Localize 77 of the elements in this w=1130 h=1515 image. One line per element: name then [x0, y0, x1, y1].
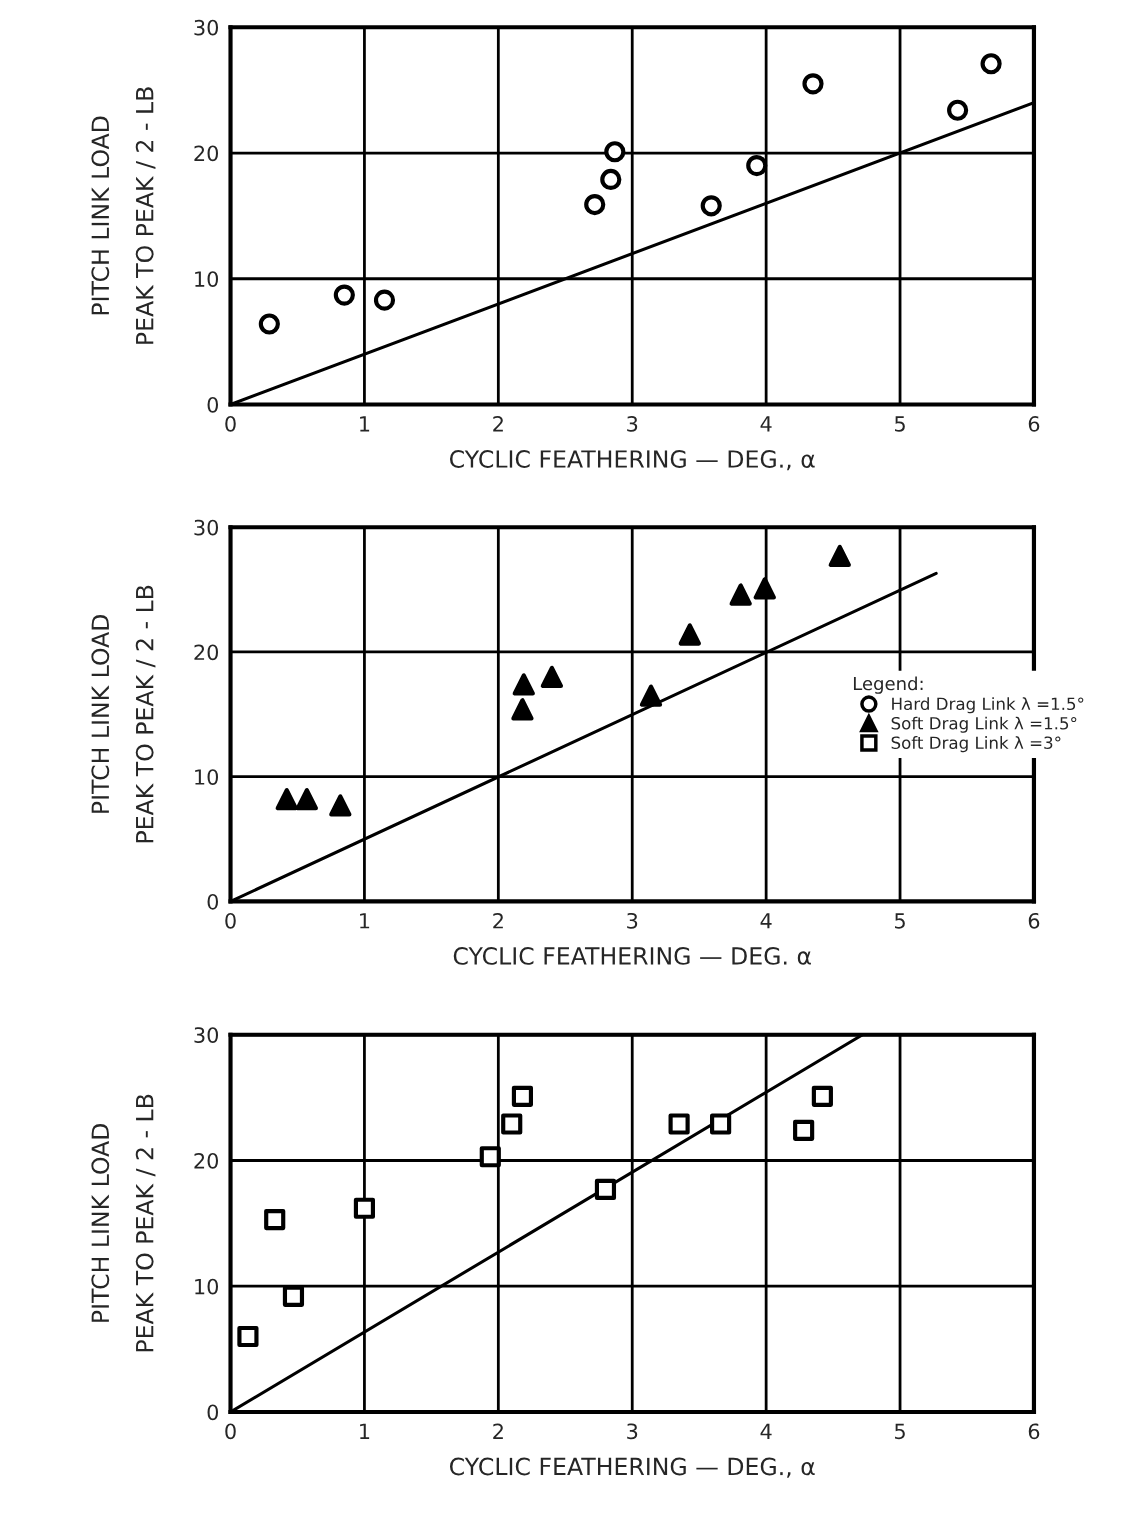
- point: [237, 1325, 259, 1348]
- y-axis-title: PITCH LINK LOAD PEAK TO PEAK / 2 - LB: [91, 87, 156, 344]
- point: [947, 99, 969, 121]
- y-tick-label: 0: [207, 1404, 219, 1421]
- text: Soft Drag Link λ =1.5°: [891, 716, 1077, 733]
- x-tick-label: 4: [760, 416, 772, 432]
- y-tick-label: 30: [194, 519, 219, 536]
- x-tick-label: 6: [1028, 1423, 1040, 1440]
- x-tick-label: 0: [225, 1423, 236, 1440]
- point: [600, 168, 622, 191]
- legend-label: Hard Drag Link λ =1.5°: [892, 697, 1084, 714]
- point: [264, 1209, 286, 1231]
- x-tick-label: 5: [895, 913, 905, 929]
- y-tick-label: 10: [195, 769, 219, 785]
- x-tick-label: 3: [627, 912, 638, 929]
- text: Soft Drag Link λ =3°: [891, 736, 1061, 753]
- point: [373, 289, 396, 311]
- point: [604, 141, 626, 163]
- x-tick-label: 0: [225, 415, 236, 432]
- point: [700, 195, 722, 217]
- point: [594, 1178, 617, 1201]
- y-tick-label: 0: [207, 893, 219, 910]
- point: [333, 284, 355, 306]
- point: [639, 684, 663, 707]
- point: [753, 577, 776, 600]
- y-tick-label: 30: [194, 1027, 219, 1043]
- x-tick-label: 2: [493, 415, 503, 432]
- y-tick-label: 30: [194, 19, 219, 36]
- y-tick-label: 20: [194, 644, 219, 661]
- legend-title: Legend:: [853, 676, 923, 694]
- x-tick-label: 3: [627, 1423, 638, 1440]
- point: [329, 794, 352, 817]
- x-axis-title: CYCLIC FEATHERING — DEG., α: [449, 1457, 815, 1478]
- point: [828, 544, 851, 568]
- point: [511, 1085, 534, 1107]
- y-tick-label: 20: [194, 145, 219, 162]
- point: [275, 788, 298, 811]
- y-axis-title: PITCH LINK LOAD PEAK TO PEAK / 2 - LB: [91, 585, 156, 843]
- x-axis-title: CYCLIC FEATHERING — DEG., α: [449, 450, 815, 471]
- y-tick-label: 10: [195, 271, 219, 287]
- x-tick-label: 4: [760, 913, 772, 929]
- point: [710, 1113, 732, 1135]
- point: [540, 665, 564, 689]
- x-tick-label: 1: [360, 913, 370, 929]
- x-tick-label: 6: [1028, 912, 1040, 929]
- point: [584, 193, 606, 216]
- x-tick-label: 1: [360, 416, 370, 432]
- y-tick-label: 0: [207, 396, 219, 413]
- point: [729, 583, 752, 606]
- point: [501, 1113, 523, 1135]
- x-tick-label: 6: [1028, 415, 1040, 432]
- point: [793, 1119, 815, 1141]
- point: [668, 1113, 690, 1135]
- x-tick-label: 1: [360, 1423, 370, 1439]
- x-tick-label: 2: [493, 912, 503, 929]
- point: [511, 698, 534, 721]
- point: [746, 154, 768, 177]
- point: [980, 53, 1002, 75]
- point: [512, 673, 535, 696]
- x-tick-label: 4: [760, 1423, 772, 1439]
- point: [282, 1285, 305, 1307]
- point: [678, 623, 701, 646]
- x-axis-title: CYCLIC FEATHERING — DEG. α: [453, 947, 811, 965]
- y-tick-label: 10: [195, 1278, 219, 1295]
- point: [258, 313, 280, 335]
- y-tick-label: 20: [194, 1152, 219, 1169]
- x-tick-label: 5: [895, 1423, 905, 1440]
- y-axis-title: PITCH LINK LOAD PEAK TO PEAK / 2 - LB: [91, 1094, 156, 1352]
- point: [295, 788, 318, 811]
- x-tick-label: 3: [627, 415, 638, 432]
- point: [802, 73, 824, 95]
- point: [811, 1085, 833, 1107]
- point: [479, 1146, 501, 1168]
- x-tick-label: 5: [895, 416, 905, 432]
- point: [353, 1197, 376, 1219]
- x-tick-label: 0: [225, 912, 236, 929]
- x-tick-label: 2: [493, 1423, 503, 1439]
